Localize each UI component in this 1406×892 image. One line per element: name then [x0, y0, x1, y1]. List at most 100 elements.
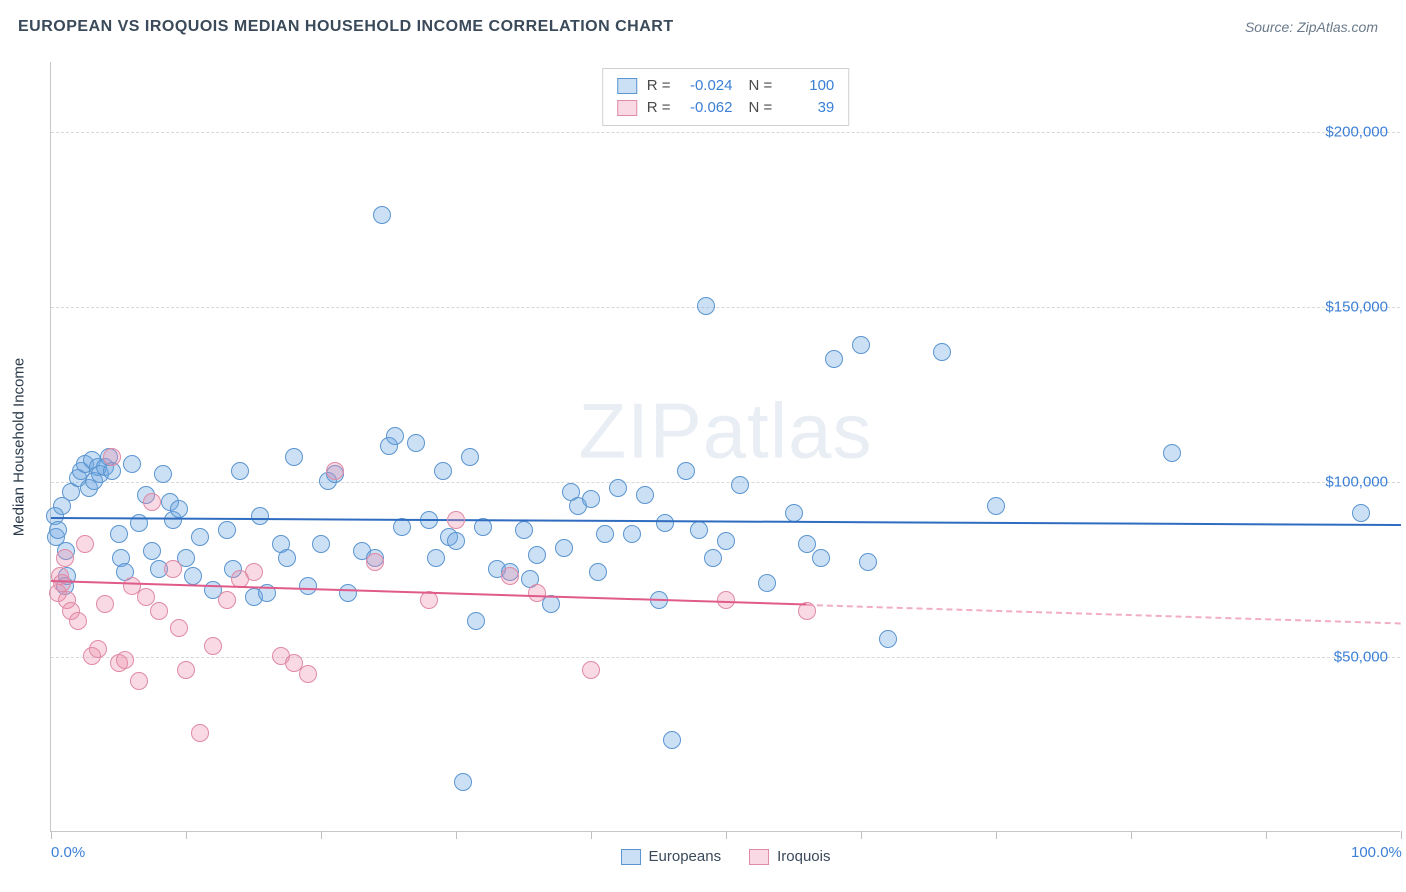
data-point — [339, 584, 357, 602]
r-value: -0.062 — [681, 97, 733, 119]
data-point — [636, 486, 654, 504]
data-point — [785, 504, 803, 522]
data-point — [299, 665, 317, 683]
swatch-icon — [617, 100, 637, 116]
ytick-label: $200,000 — [1325, 124, 1388, 141]
swatch-icon — [621, 849, 641, 865]
swatch-icon — [749, 849, 769, 865]
data-point — [1352, 504, 1370, 522]
data-point — [758, 574, 776, 592]
data-point — [110, 525, 128, 543]
data-point — [528, 584, 546, 602]
data-point — [515, 521, 533, 539]
ytick-label: $150,000 — [1325, 299, 1388, 316]
data-point — [49, 521, 67, 539]
data-point — [697, 297, 715, 315]
n-value: 100 — [782, 75, 834, 97]
gridline — [51, 657, 1400, 658]
data-point — [278, 549, 296, 567]
data-point — [76, 535, 94, 553]
n-label: N = — [749, 75, 773, 97]
legend-label: Europeans — [649, 848, 722, 865]
header: EUROPEAN VS IROQUOIS MEDIAN HOUSEHOLD IN… — [0, 0, 1406, 48]
data-point — [609, 479, 627, 497]
xtick — [996, 831, 997, 839]
data-point — [299, 577, 317, 595]
data-point — [218, 591, 236, 609]
r-label: R = — [647, 75, 671, 97]
data-point — [231, 462, 249, 480]
stats-row: R =-0.024N =100 — [617, 75, 835, 97]
data-point — [96, 595, 114, 613]
data-point — [386, 427, 404, 445]
data-point — [89, 640, 107, 658]
xtick — [51, 831, 52, 839]
data-point — [656, 514, 674, 532]
data-point — [245, 563, 263, 581]
data-point — [191, 528, 209, 546]
data-point — [933, 343, 951, 361]
data-point — [987, 497, 1005, 515]
data-point — [731, 476, 749, 494]
data-point — [447, 511, 465, 529]
xtick — [1131, 831, 1132, 839]
data-point — [859, 553, 877, 571]
data-point — [825, 350, 843, 368]
gridline — [51, 307, 1400, 308]
data-point — [461, 448, 479, 466]
yaxis-title: Median Household Income — [11, 357, 28, 535]
gridline — [51, 132, 1400, 133]
data-point — [434, 462, 452, 480]
data-point — [312, 535, 330, 553]
data-point — [123, 455, 141, 473]
data-point — [555, 539, 573, 557]
data-point — [677, 462, 695, 480]
xtick — [186, 831, 187, 839]
data-point — [177, 661, 195, 679]
xtick — [591, 831, 592, 839]
data-point — [285, 448, 303, 466]
data-point — [1163, 444, 1181, 462]
data-point — [467, 612, 485, 630]
data-point — [326, 462, 344, 480]
xtick — [456, 831, 457, 839]
xtick-label: 100.0% — [1351, 844, 1402, 861]
data-point — [427, 549, 445, 567]
data-point — [170, 500, 188, 518]
data-point — [717, 532, 735, 550]
chart-title: EUROPEAN VS IROQUOIS MEDIAN HOUSEHOLD IN… — [18, 18, 674, 36]
data-point — [589, 563, 607, 581]
data-point — [447, 532, 465, 550]
trend-line-dash — [807, 604, 1401, 624]
r-label: R = — [647, 97, 671, 119]
chart: ZIPatlas Median Household Income R =-0.0… — [50, 62, 1400, 832]
ytick-label: $100,000 — [1325, 474, 1388, 491]
data-point — [204, 637, 222, 655]
data-point — [812, 549, 830, 567]
plot-area: ZIPatlas Median Household Income R =-0.0… — [50, 62, 1400, 832]
data-point — [130, 672, 148, 690]
xtick — [861, 831, 862, 839]
data-point — [596, 525, 614, 543]
n-value: 39 — [782, 97, 834, 119]
data-point — [184, 567, 202, 585]
data-point — [501, 567, 519, 585]
data-point — [366, 553, 384, 571]
stats-row: R = -0.062 N = 39 — [617, 97, 835, 119]
data-point — [164, 560, 182, 578]
xtick — [1401, 831, 1402, 839]
data-point — [218, 521, 236, 539]
xtick — [726, 831, 727, 839]
swatch-icon — [617, 78, 637, 94]
stats-legend: R =-0.024N =100R =-0.062N =39 — [602, 68, 850, 126]
legend-item: Europeans — [621, 848, 722, 865]
data-point — [56, 549, 74, 567]
data-point — [852, 336, 870, 354]
data-point — [454, 773, 472, 791]
data-point — [407, 434, 425, 452]
data-point — [116, 651, 134, 669]
legend-label: Iroquois — [777, 848, 830, 865]
gridline — [51, 482, 1400, 483]
n-label: N = — [749, 97, 773, 119]
series-legend: Europeans Iroquois — [621, 848, 831, 865]
